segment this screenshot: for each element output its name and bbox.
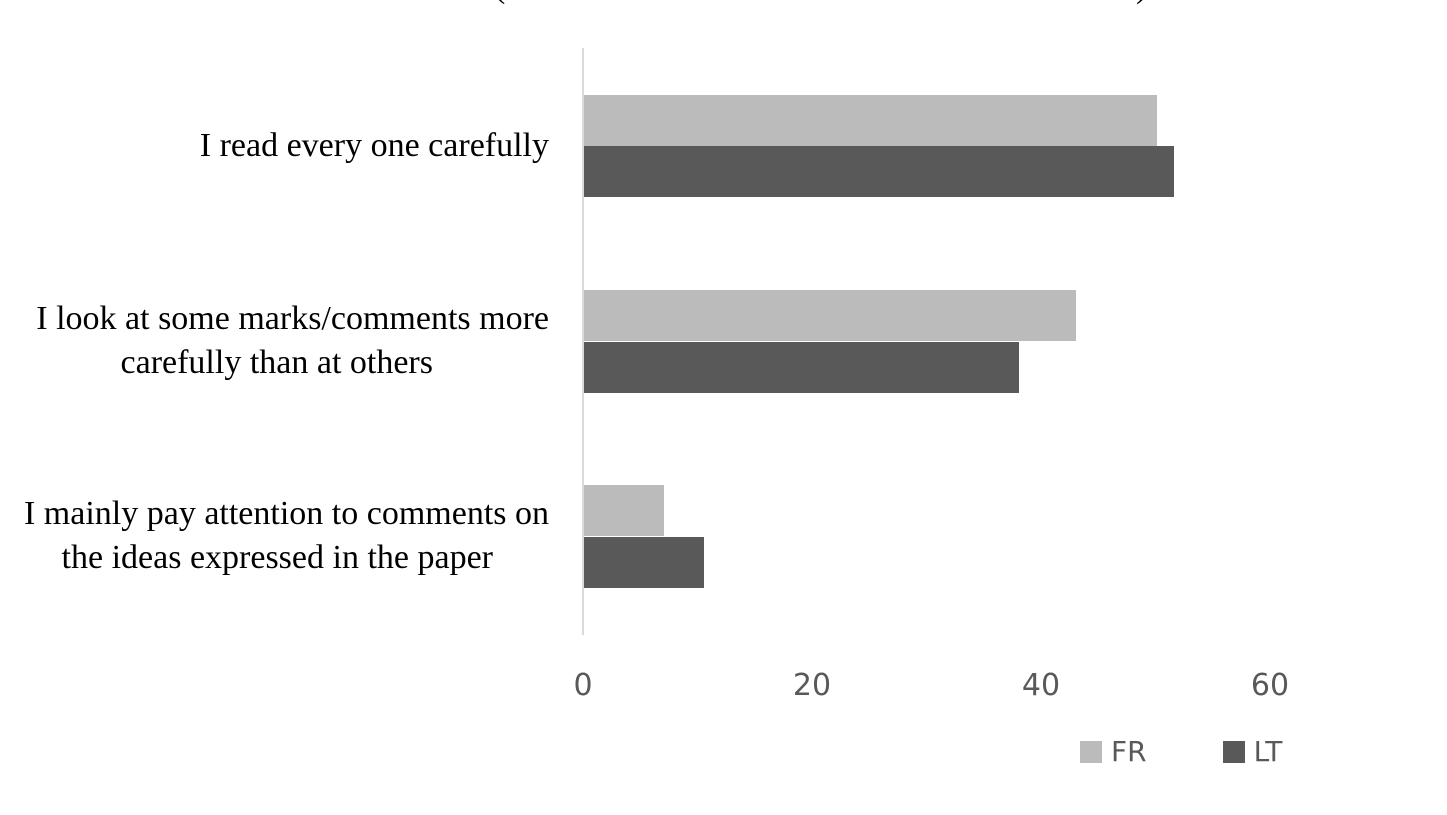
category-label-3-line-2: the ideas expressed in the paper — [61, 539, 493, 576]
title-close-paren: ) — [1136, 0, 1147, 4]
title-open-paren: ( — [494, 0, 505, 4]
bar-lt-category-2 — [584, 342, 1020, 393]
category-label-3: I mainly pay attention to comments on th… — [0, 492, 549, 580]
x-tick-60: 60 — [1250, 668, 1290, 703]
legend-item-lt: LT — [1222, 734, 1283, 770]
category-label-2-line-2: carefully than at others — [120, 344, 433, 381]
legend: FR LT — [1080, 734, 1282, 770]
bar-lt-category-1 — [584, 146, 1174, 197]
bar-fr-category-1 — [584, 95, 1157, 146]
category-label-1: I read every one carefully — [0, 124, 549, 168]
x-tick-40: 40 — [1021, 668, 1061, 703]
category-label-2: I look at some marks/comments more caref… — [0, 297, 549, 385]
legend-swatch-lt-icon — [1222, 741, 1245, 763]
category-label-3-line-1: I mainly pay attention to comments on — [23, 495, 549, 532]
legend-swatch-fr-icon — [1080, 741, 1102, 763]
legend-label-fr: FR — [1111, 735, 1147, 768]
category-label-1-line-1: I read every one carefully — [199, 127, 549, 164]
x-tick-20: 20 — [792, 668, 832, 703]
legend-label-lt: LT — [1253, 735, 1283, 768]
legend-item-fr: FR — [1080, 734, 1147, 770]
chart-title-clipped: ( ) — [0, 0, 1447, 6]
bar-fr-category-3 — [584, 485, 665, 536]
x-tick-0: 0 — [573, 668, 593, 703]
category-label-2-line-1: I look at some marks/comments more — [36, 300, 549, 337]
bar-fr-category-2 — [584, 290, 1077, 341]
y-axis-line — [582, 48, 584, 635]
bar-lt-category-3 — [584, 537, 705, 588]
